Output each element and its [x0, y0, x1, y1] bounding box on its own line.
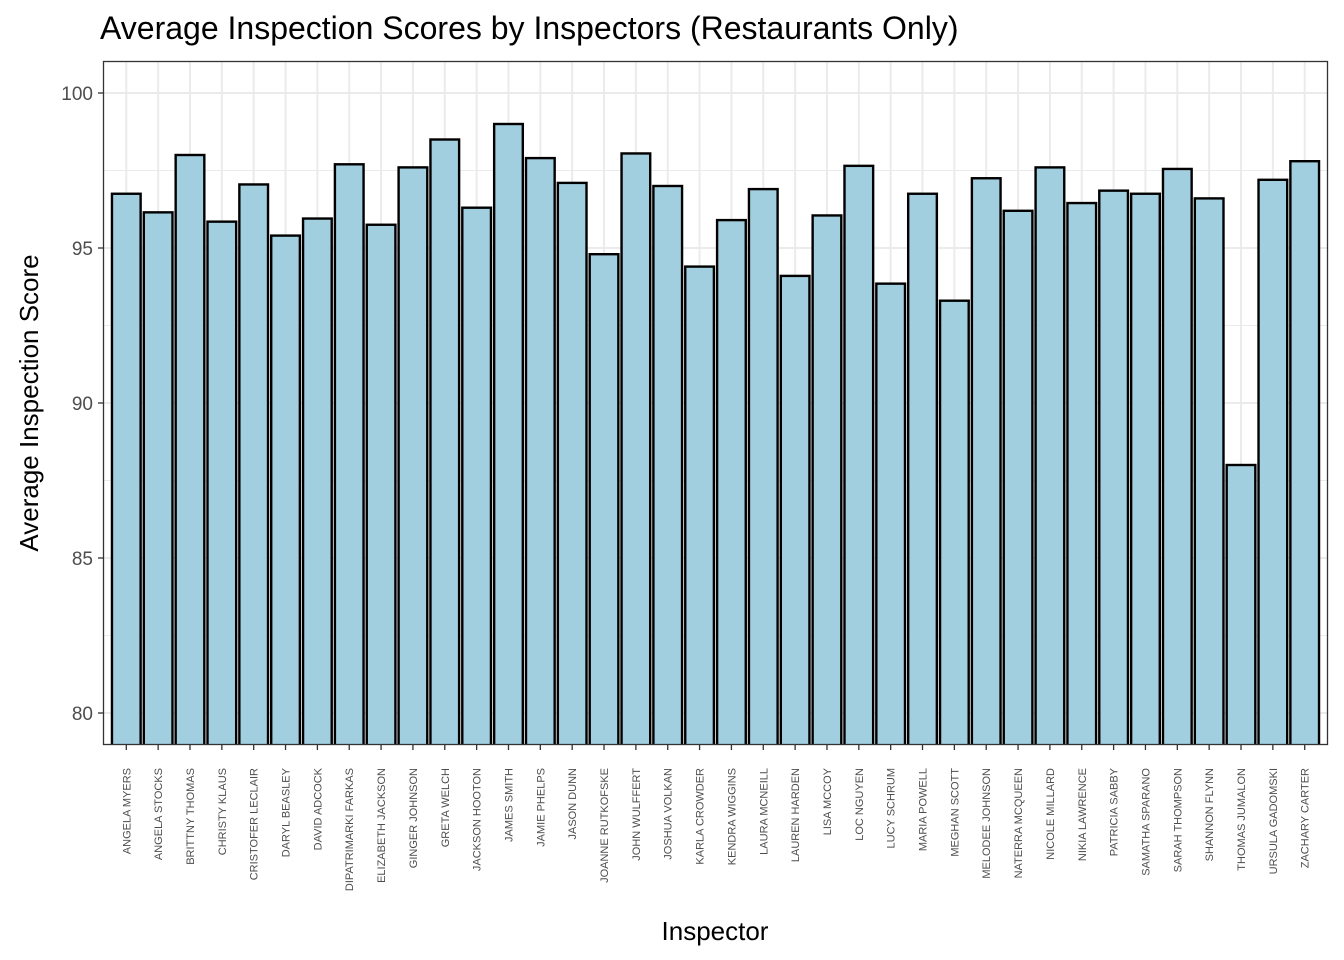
x-tick-label: LAUREN HARDEN — [790, 768, 802, 862]
bar — [1066, 201, 1098, 745]
x-tick-label: JAMIE PHELPS — [535, 768, 547, 847]
bar — [1161, 167, 1193, 745]
x-tick-label: JACKSON HOOTON — [472, 768, 484, 871]
y-axis-title: Average Inspection Score — [14, 254, 44, 551]
bar — [1034, 166, 1066, 745]
bar — [811, 214, 843, 745]
x-tick-label: LUCY SCHRUM — [886, 768, 898, 848]
x-tick-label: KENDRA WIGGINS — [726, 768, 738, 865]
x-tick-label: CHRISTY KLAUS — [217, 768, 229, 855]
x-tick-label: CRISTOFER LECLAIR — [249, 768, 261, 880]
x-tick-label: KARLA CROWDER — [695, 768, 707, 865]
x-tick-label: ANGELA MYERS — [121, 768, 133, 854]
bar — [1193, 197, 1225, 745]
bar — [843, 164, 875, 745]
bar — [684, 265, 716, 745]
y-tick-label: 80 — [72, 704, 93, 725]
x-tick-label: DAVID ADCOCK — [312, 767, 324, 850]
bar — [492, 122, 525, 745]
x-tick-label: JOHN WULFFERT — [631, 768, 643, 861]
x-tick-label: NIKIA LAWRENCE — [1077, 768, 1089, 861]
bar — [1289, 159, 1321, 745]
x-tick-label: GRETA WELCH — [440, 768, 452, 847]
bar — [365, 223, 397, 745]
y-tick-label: 85 — [72, 549, 93, 570]
bar — [333, 163, 365, 745]
x-tick-label: NICOLE MILLARD — [1045, 768, 1057, 860]
bar — [620, 152, 652, 745]
x-tick-label: ANGELA STOCKS — [153, 768, 165, 860]
bar — [779, 274, 811, 745]
bar — [270, 234, 302, 745]
x-tick-label: SAMATHA SPARANO — [1140, 768, 1152, 876]
x-tick-label: LOC NGUYEN — [854, 768, 866, 841]
bar — [715, 218, 747, 745]
bar — [429, 138, 461, 745]
y-tick-label: 100 — [61, 84, 93, 105]
bar — [238, 183, 270, 745]
x-tick-label: LISA MCCOY — [822, 767, 834, 835]
x-tick-label: MELODEE JOHNSON — [981, 768, 993, 879]
x-axis: ANGELA MYERS ANGELA STOCKS BRITTNY THOMAS C… — [121, 744, 1312, 891]
bar — [1225, 463, 1257, 745]
x-tick-label: DIPATRIMARKI FARKAS — [344, 768, 356, 891]
bar — [1129, 192, 1161, 745]
x-tick-label: THOMAS JUMALON — [1236, 768, 1248, 871]
bar — [206, 220, 238, 745]
bar — [524, 156, 556, 745]
bar — [174, 153, 206, 745]
bar — [1257, 178, 1289, 745]
x-tick-label: URSULA GADOMSKI — [1268, 768, 1280, 874]
x-tick-label: GINGER JOHNSON — [408, 768, 420, 868]
bar — [875, 282, 907, 745]
bar — [301, 217, 333, 745]
bar — [1098, 189, 1130, 745]
bars — [110, 122, 1321, 745]
x-tick-label: SARAH THOMPSON — [1172, 768, 1184, 872]
bar — [110, 192, 142, 745]
x-tick-label: SHANNON FLYNN — [1204, 768, 1216, 861]
x-tick-label: ELIZABETH JACKSON — [376, 768, 388, 883]
bar — [970, 177, 1002, 745]
x-tick-label: MARIA POWELL — [918, 768, 930, 851]
bar — [1002, 209, 1034, 745]
x-tick-label: ZACHARY CARTER — [1300, 768, 1312, 868]
y-tick-label: 95 — [72, 239, 93, 260]
bar — [906, 192, 939, 745]
y-axis: 80 85 90 95 100 — [61, 84, 104, 725]
chart-title: Average Inspection Scores by Inspectors … — [100, 10, 959, 46]
x-tick-label: MEGHAN SCOTT — [949, 768, 961, 857]
x-tick-label: JOSHUA VOLKAN — [663, 768, 675, 860]
bar — [747, 187, 779, 745]
x-tick-label: LAURA MCNEILL — [758, 768, 770, 855]
bar — [461, 206, 493, 745]
x-tick-label: DARYL BEASLEY — [281, 767, 293, 857]
bar — [142, 211, 174, 745]
x-tick-label: BRITTNY THOMAS — [185, 768, 197, 865]
x-tick-label: NATERRA MCQUEEN — [1013, 768, 1025, 878]
bar — [938, 299, 970, 745]
bar — [588, 252, 620, 745]
x-tick-label: PATRICIA SABBY — [1109, 767, 1121, 856]
x-tick-label: JOANNE RUTKOFSKE — [599, 768, 611, 883]
y-tick-label: 90 — [72, 394, 93, 415]
bar — [397, 166, 429, 745]
x-tick-label: JAMES SMITH — [503, 768, 515, 842]
x-tick-label: JASON DUNN — [567, 768, 579, 840]
bar — [652, 184, 684, 745]
bar — [556, 181, 588, 745]
x-axis-title: Inspector — [662, 916, 769, 946]
